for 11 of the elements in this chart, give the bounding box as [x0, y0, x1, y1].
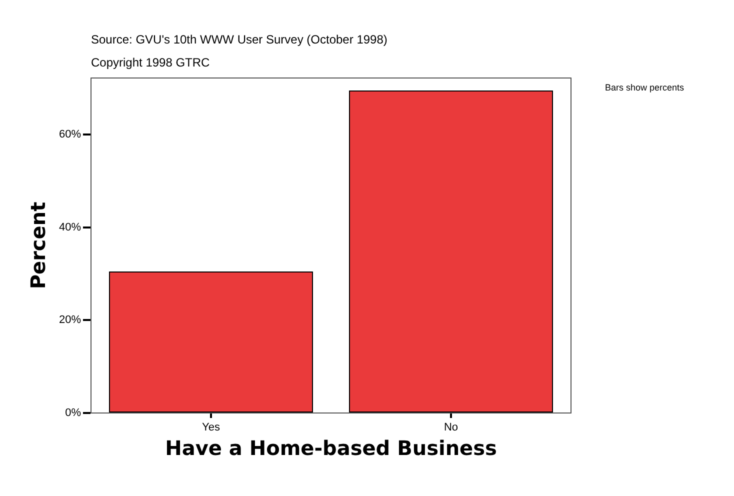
y-tick-label: 60%: [58, 128, 82, 141]
text: Bars show percents: [605, 82, 685, 92]
y-tick-label: 0%: [65, 407, 82, 420]
y-axis-title: Percent: [26, 201, 50, 290]
source-note: Source: GVU's 10th WWW User Survey (October 1998): [91, 32, 388, 46]
x-axis-title: Have a Home-based Business: [165, 436, 497, 460]
y-tick-label: 20%: [58, 314, 82, 326]
y-tick-label: 40%: [58, 221, 82, 234]
x-tick-label: Yes: [202, 422, 220, 434]
text: Copyright 1998 GTRC: [91, 55, 210, 70]
x-tick-label: No: [444, 422, 458, 434]
